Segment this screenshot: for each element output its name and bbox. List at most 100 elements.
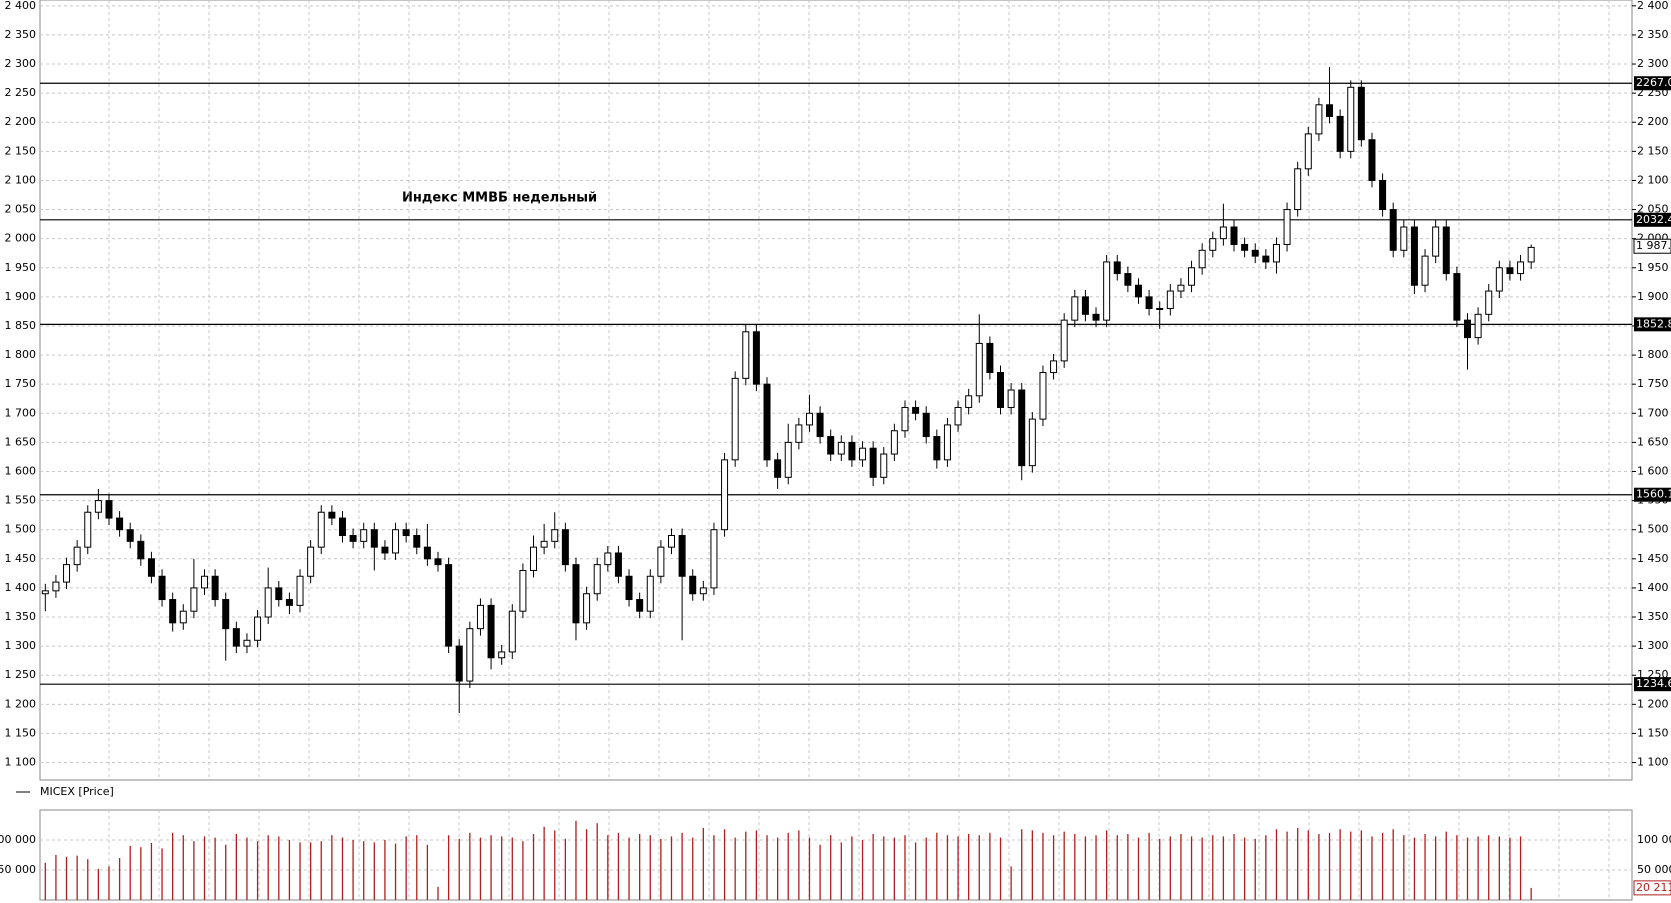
candle-body bbox=[381, 546, 389, 554]
y-tick-label: 1 150 bbox=[5, 726, 37, 739]
legend-label: MICEX [Price] bbox=[40, 785, 114, 798]
y2-tick-label: 1 200 bbox=[1637, 697, 1669, 710]
candle-body bbox=[147, 558, 155, 577]
candle-body bbox=[1177, 284, 1185, 292]
candle-body bbox=[1124, 273, 1132, 286]
candle-body bbox=[646, 575, 654, 612]
candle-body bbox=[561, 529, 569, 566]
candle-body bbox=[1442, 226, 1450, 275]
level-label: 2267.0 bbox=[1636, 76, 1671, 89]
candle-body bbox=[455, 645, 463, 682]
candle-body bbox=[890, 430, 898, 455]
y2-tick-label: 1 800 bbox=[1637, 348, 1669, 361]
candle-body bbox=[190, 587, 198, 612]
candle-body bbox=[636, 599, 644, 612]
candle-body bbox=[1113, 261, 1121, 275]
candle-body bbox=[795, 424, 803, 443]
candle-body bbox=[1188, 267, 1196, 286]
candle-body bbox=[1283, 209, 1291, 245]
candle-body bbox=[466, 628, 474, 682]
y-tick-label: 1 450 bbox=[5, 552, 37, 565]
candle-body bbox=[1028, 418, 1036, 467]
candle-body bbox=[922, 412, 930, 438]
y2-tick-label: 1 150 bbox=[1637, 726, 1669, 739]
candle-body bbox=[476, 604, 484, 630]
candle-body bbox=[63, 564, 71, 583]
candle-body bbox=[445, 564, 453, 647]
level-label: 1234.6 bbox=[1636, 677, 1671, 690]
candle-body bbox=[1209, 238, 1217, 251]
candle-body bbox=[1357, 86, 1365, 141]
candle-body bbox=[583, 593, 591, 624]
y-tick-label: 1 400 bbox=[5, 581, 37, 594]
y2-tick-label: 2 050 bbox=[1637, 203, 1669, 216]
candle-body bbox=[667, 535, 675, 548]
y2-tick-label: 2 100 bbox=[1637, 173, 1669, 186]
candle-body bbox=[1495, 267, 1503, 292]
last-price-label: 1 987. bbox=[1636, 239, 1671, 252]
candle-body bbox=[392, 529, 400, 554]
candle-body bbox=[1081, 296, 1089, 315]
y-tick-label: 1 200 bbox=[5, 697, 37, 710]
y-tick-label: 100 000 bbox=[0, 833, 36, 846]
candle-body bbox=[827, 436, 835, 455]
candle-body bbox=[1304, 133, 1312, 170]
candle-body bbox=[1453, 273, 1461, 321]
level-label-box bbox=[1634, 487, 1671, 502]
candle-body bbox=[859, 447, 867, 461]
y2-tick-label: 1 650 bbox=[1637, 435, 1669, 448]
candle-body bbox=[423, 546, 431, 560]
y2-tick-label: 1 300 bbox=[1637, 639, 1669, 652]
chart-title: Индекс ММВБ недельный bbox=[402, 191, 597, 206]
candle-body bbox=[1018, 389, 1026, 467]
y-tick-label: 2 150 bbox=[5, 144, 37, 157]
y-tick-label: 1 250 bbox=[5, 668, 37, 681]
candle-body bbox=[1474, 313, 1482, 339]
candle-body bbox=[774, 459, 782, 478]
candle-body bbox=[201, 575, 209, 589]
candle-body bbox=[742, 331, 750, 379]
y-tick-label: 1 650 bbox=[5, 435, 37, 448]
y-tick-label: 1 950 bbox=[5, 261, 37, 274]
candle-body bbox=[1347, 86, 1355, 152]
y-tick-label: 1 600 bbox=[5, 464, 37, 477]
candle-body bbox=[837, 441, 845, 455]
y2-tick-label: 1 950 bbox=[1637, 261, 1669, 274]
level-label-box bbox=[1634, 677, 1671, 692]
candle-body bbox=[105, 500, 113, 519]
candle-body bbox=[699, 587, 707, 595]
candle-body bbox=[880, 453, 888, 478]
candle-body bbox=[317, 511, 325, 548]
y-tick-label: 1 300 bbox=[5, 639, 37, 652]
candle-body bbox=[933, 436, 941, 461]
candle-body bbox=[816, 412, 824, 438]
y-tick-label: 1 500 bbox=[5, 523, 37, 536]
candle-body bbox=[721, 459, 729, 531]
candle-body bbox=[1134, 284, 1142, 298]
y2-tick-label: 2 200 bbox=[1637, 115, 1669, 128]
candle-body bbox=[116, 517, 124, 531]
candle-body bbox=[84, 511, 92, 548]
candle-body bbox=[169, 599, 177, 624]
y2-tick-label: 1 450 bbox=[1637, 552, 1669, 565]
candle-body bbox=[689, 575, 697, 595]
candle-body bbox=[1389, 209, 1397, 251]
y2-tick-label: 50 000 bbox=[1637, 863, 1671, 876]
candle-body bbox=[519, 569, 527, 612]
level-label: 1852.8 bbox=[1636, 317, 1671, 330]
candle-body bbox=[1060, 319, 1068, 362]
candle-body bbox=[1379, 179, 1387, 211]
candle-body bbox=[179, 610, 187, 624]
candle-body bbox=[954, 406, 962, 426]
candle-body bbox=[275, 587, 283, 601]
candle-body bbox=[243, 639, 251, 647]
candle-body bbox=[869, 447, 877, 478]
candle-body bbox=[1166, 290, 1174, 310]
candle-body bbox=[349, 535, 357, 542]
candle-body bbox=[1050, 360, 1058, 374]
y-tick-label: 2 400 bbox=[5, 0, 37, 12]
candle-body bbox=[222, 599, 230, 630]
candle-body bbox=[975, 342, 983, 397]
y2-tick-label: 1 750 bbox=[1637, 377, 1669, 390]
